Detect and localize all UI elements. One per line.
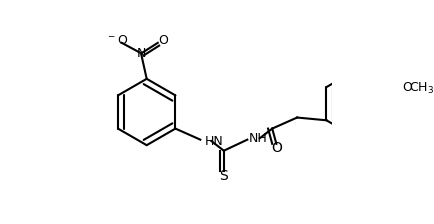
Text: O: O xyxy=(271,141,282,155)
Text: N: N xyxy=(136,47,146,60)
Text: NH: NH xyxy=(249,132,267,145)
Text: O: O xyxy=(402,81,412,94)
Text: HN: HN xyxy=(204,135,223,148)
Text: S: S xyxy=(220,169,228,183)
Text: $^-$O: $^-$O xyxy=(106,34,129,47)
Text: CH$_3$: CH$_3$ xyxy=(409,81,434,96)
Text: O: O xyxy=(158,34,168,47)
